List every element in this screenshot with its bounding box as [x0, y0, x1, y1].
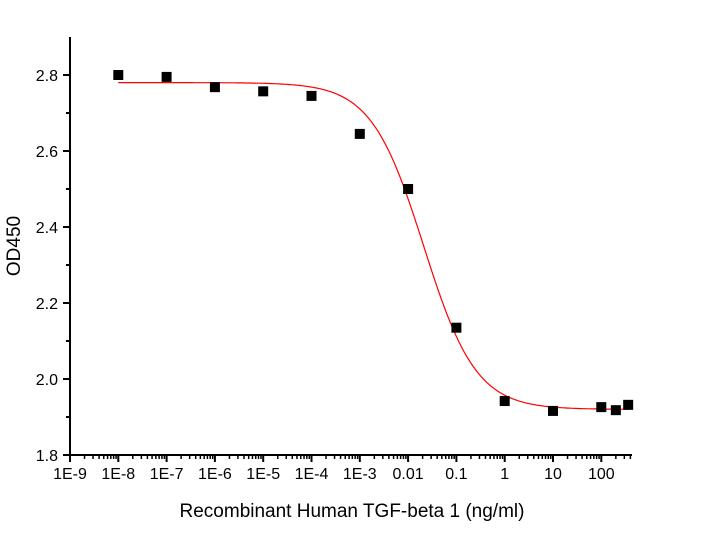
x-tick-label: 1E-4 [295, 466, 329, 483]
fit-curve [118, 82, 630, 410]
y-tick-label: 1.8 [36, 448, 58, 465]
y-tick-label: 2.4 [36, 220, 58, 237]
data-point [161, 71, 172, 82]
x-tick-label: 1E-8 [101, 466, 135, 483]
x-tick-label: 1E-3 [343, 466, 377, 483]
data-point [403, 184, 414, 194]
y-axis-label: OD450 [4, 216, 25, 276]
data-point [209, 82, 220, 93]
x-axis-label: Recombinant Human TGF-beta 1 (ng/ml) [180, 501, 525, 522]
data-point [258, 86, 269, 97]
data-point [306, 90, 317, 101]
data-point [451, 322, 462, 333]
axes: 1.8 2.0 2.2 2.4 2.6 2.8 1E-9 1E-8 1E-7 1E-6 1E-5 1E… [36, 37, 632, 483]
data-point [354, 128, 365, 139]
data-point [623, 399, 634, 410]
data-point [596, 402, 607, 413]
x-tick-label: 0.01 [393, 466, 424, 483]
x-tick-label: 0.1 [445, 466, 467, 483]
x-tick-label: 1E-6 [198, 466, 232, 483]
y-tick-label: 2.8 [36, 68, 58, 85]
x-tick-label: 1 [500, 466, 509, 483]
y-tick-label: 2.2 [36, 296, 58, 313]
x-tick-label: 10 [544, 466, 562, 483]
data-point [610, 405, 621, 416]
x-tick-label: 1E-5 [246, 466, 280, 483]
data-point [113, 70, 124, 80]
x-tick-label: 100 [588, 466, 615, 483]
data-point [499, 396, 510, 407]
y-tick-label: 2.6 [36, 144, 58, 161]
x-tick-label: 1E-9 [53, 466, 87, 483]
x-tick-label: 1E-7 [150, 466, 184, 483]
data-point [548, 405, 558, 416]
data-points [113, 70, 634, 416]
y-tick-label: 2.0 [36, 372, 58, 389]
